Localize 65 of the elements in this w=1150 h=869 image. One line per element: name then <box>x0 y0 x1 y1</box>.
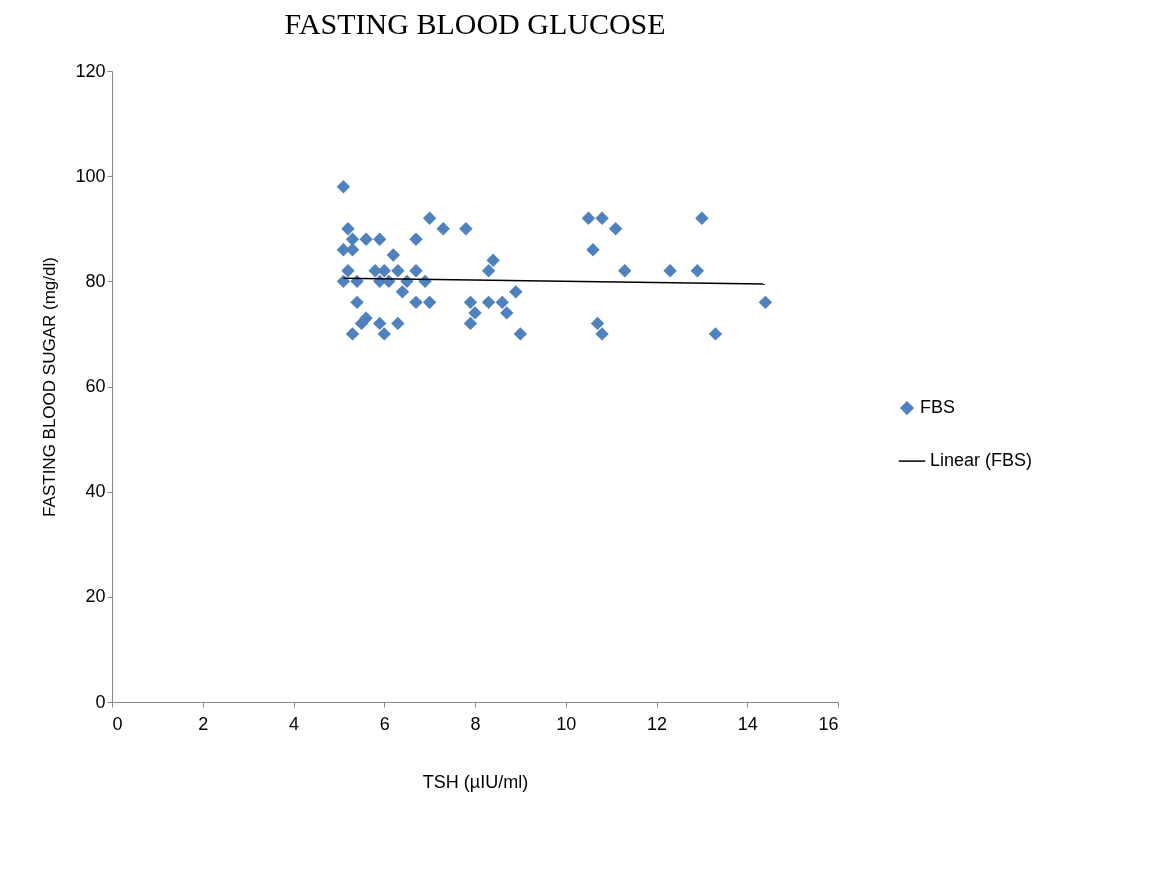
x-tick-label: 16 <box>818 713 839 734</box>
x-tick-label: 10 <box>556 713 577 734</box>
point <box>350 295 364 310</box>
point <box>481 295 496 310</box>
point <box>663 264 677 278</box>
legend-label: Linear (FBS) <box>930 450 1033 471</box>
x-tick-label: 4 <box>288 713 300 734</box>
point <box>468 306 482 320</box>
point <box>481 264 496 278</box>
point <box>409 295 423 310</box>
y-tick-label: 20 <box>85 586 106 607</box>
point <box>391 264 405 278</box>
x-tick-label: 14 <box>737 713 758 734</box>
x-tick-label: 12 <box>646 713 668 734</box>
y-tick-label: 40 <box>85 481 106 502</box>
point <box>359 311 373 325</box>
point <box>409 232 423 246</box>
point <box>459 222 473 236</box>
point <box>586 243 600 257</box>
y-tick-label: 0 <box>95 691 106 712</box>
point <box>590 316 605 331</box>
point <box>341 264 355 278</box>
point <box>708 327 723 341</box>
point <box>373 316 387 331</box>
point <box>373 232 387 246</box>
point <box>690 264 705 278</box>
point <box>595 327 609 341</box>
point <box>758 295 773 310</box>
point <box>595 211 609 225</box>
y-tick-label: 120 <box>75 60 106 81</box>
x-tick-label: 6 <box>379 713 390 734</box>
point <box>695 211 709 225</box>
point <box>509 285 523 299</box>
point <box>463 295 478 310</box>
point <box>377 327 391 341</box>
point <box>345 327 360 341</box>
point <box>336 179 351 194</box>
point <box>608 222 623 236</box>
point <box>581 211 596 225</box>
x-tick-label: 0 <box>112 713 123 734</box>
x-axis-title: TSH (µIU/ml) <box>422 771 529 792</box>
point <box>395 285 410 299</box>
y-tick-label: 80 <box>85 270 106 291</box>
point <box>463 316 478 331</box>
y-tick-label: 60 <box>85 376 106 396</box>
y-axis-title: FASTING BLOOD SUGAR (mg/dl) <box>40 257 60 517</box>
x-tick-label: 2 <box>198 713 209 734</box>
point <box>495 295 509 310</box>
point <box>409 264 423 278</box>
legend-label: FBS <box>920 397 956 418</box>
point <box>422 295 437 310</box>
point <box>386 248 401 262</box>
x-tick-label: 8 <box>470 713 481 734</box>
point <box>436 222 450 236</box>
point <box>391 316 405 331</box>
point <box>513 327 528 341</box>
point <box>486 253 500 268</box>
point <box>500 306 514 320</box>
point <box>359 232 373 246</box>
chart-title: FASTING BLOOD GLUCOSE <box>284 7 666 40</box>
point <box>618 264 632 278</box>
y-tick-label: 100 <box>75 165 106 186</box>
point <box>377 264 391 278</box>
point <box>422 211 437 225</box>
point <box>341 222 355 236</box>
